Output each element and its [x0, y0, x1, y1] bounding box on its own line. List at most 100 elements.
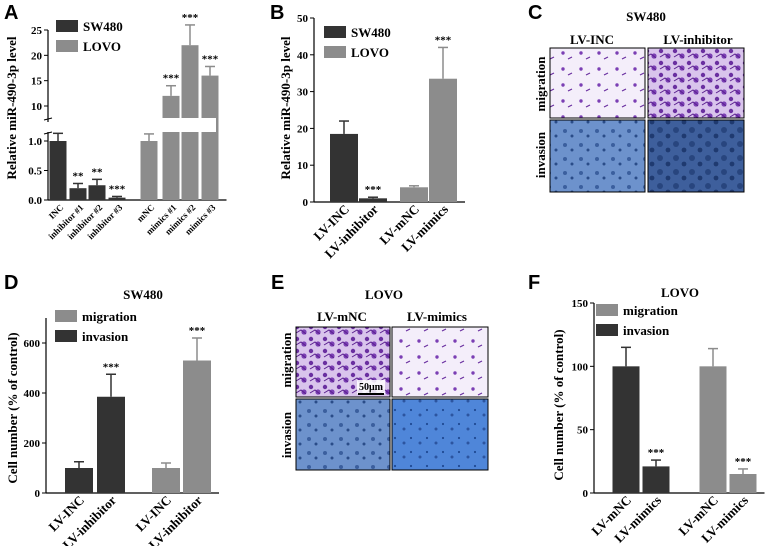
- panel-label-b: B: [270, 2, 284, 24]
- bar-a-lovo-6: [162, 95, 180, 200]
- micrograph-c-invasion-inc: [549, 119, 646, 193]
- y-tick-label-a: 1.0: [28, 136, 42, 148]
- bar-a-lovo-8: [201, 75, 219, 200]
- micrograph-e-col-header-1: LV-mNC: [317, 309, 367, 324]
- bar-a-sw480-1: [49, 141, 67, 200]
- y-axis-label-b: Relative miR-490-3p level: [278, 36, 293, 179]
- bar-f-invasion-2: [642, 466, 670, 493]
- y-tick-label-a: 0.5: [28, 166, 42, 178]
- micrograph-e-row-label-2: invasion: [279, 411, 294, 458]
- micrograph-c-col-header-2: LV-inhibitor: [663, 32, 733, 47]
- bar-a-lovo-5: [140, 141, 158, 200]
- bar-a-sw480-2: [69, 188, 87, 200]
- y-tick-label-a: 15: [31, 76, 43, 88]
- significance-a: **: [73, 170, 85, 182]
- significance-d: ***: [189, 325, 206, 337]
- legend-label-a: LOVO: [83, 39, 121, 54]
- significance-a: ***: [202, 53, 219, 65]
- panel-label-e: E: [271, 272, 284, 294]
- y-tick-label-b: 40: [297, 50, 309, 62]
- micrograph-e-invasion-mimics: [391, 398, 489, 471]
- y-tick-label-b: 50: [297, 13, 309, 25]
- y-tick-label-d: 200: [24, 438, 41, 450]
- axis-break-gap-a: [144, 118, 216, 132]
- bar-a-sw480-4: [108, 197, 126, 200]
- bar-b-sw480-1: [330, 133, 358, 202]
- y-tick-label-f: 0: [583, 488, 589, 500]
- significance-f: ***: [648, 447, 665, 459]
- y-tick-label-d: 600: [24, 338, 41, 350]
- y-tick-label-a: 20: [31, 50, 43, 62]
- legend-swatch-a: [56, 40, 78, 52]
- panel-e-title: LOVO: [365, 287, 403, 302]
- bar-b-lovo-3: [400, 187, 428, 202]
- significance-a: ***: [163, 73, 180, 85]
- bar-d-invasion-2: [97, 396, 125, 493]
- bar-f-migration-4: [729, 474, 757, 493]
- panel-d-title: SW480: [123, 287, 163, 302]
- y-tick-label-b: 0: [303, 197, 309, 209]
- y-tick-label-b: 30: [297, 87, 309, 99]
- micrograph-e-migration-mimics: [391, 326, 489, 398]
- legend-swatch-a: [56, 20, 78, 32]
- panel-f-title: LOVO: [661, 285, 699, 300]
- legend-swatch-f: [596, 304, 618, 316]
- micrograph-e-col-header-2: LV-mimics: [407, 309, 467, 324]
- micrograph-grid-e: LV-mNC LV-mimics migration invasion 50μm: [279, 309, 489, 471]
- significance-b: ***: [365, 184, 382, 196]
- bar-d-invasion-1: [65, 468, 93, 493]
- bar-d-migration-3: [152, 468, 180, 493]
- axis-break-mark-a: [43, 117, 53, 121]
- y-tick-label-b: 10: [297, 160, 309, 172]
- significance-a: ***: [182, 12, 199, 24]
- legend-label-b: SW480: [351, 25, 391, 40]
- significance-a: ***: [109, 183, 126, 195]
- legend-swatch-b: [324, 46, 346, 58]
- bar-f-invasion-1: [612, 366, 640, 493]
- micrograph-grid-c: LV-INC LV-inhibitor migration invasion: [533, 32, 745, 193]
- micrograph-c-migration-inhibitor: [647, 47, 745, 119]
- micrograph-c-row-label-2: invasion: [533, 131, 548, 178]
- panel-label-a: A: [4, 2, 18, 24]
- y-tick-label-a: 10: [31, 101, 43, 113]
- legend-label-b: LOVO: [351, 45, 389, 60]
- significance-b: ***: [435, 34, 452, 46]
- y-axis-label-f: Cell number (% of control): [551, 329, 566, 480]
- panel-c-title: SW480: [626, 9, 666, 24]
- micrograph-c-col-header-1: LV-INC: [570, 32, 614, 47]
- micrograph-e-row-label-1: migration: [279, 332, 294, 388]
- legend-label-f: migration: [623, 303, 679, 318]
- bar-d-migration-4: [183, 360, 211, 493]
- y-tick-label-f: 50: [577, 425, 589, 437]
- legend-label-d: migration: [82, 309, 138, 324]
- legend-label-f: invasion: [623, 323, 670, 338]
- y-tick-label-d: 400: [24, 388, 41, 400]
- legend-swatch-d: [55, 310, 77, 322]
- y-tick-label-f: 100: [572, 361, 589, 373]
- significance-d: ***: [103, 361, 120, 373]
- scale-bar-background: [357, 380, 385, 394]
- y-tick-label-b: 20: [297, 123, 309, 135]
- legend-label-a: SW480: [83, 19, 123, 34]
- micrograph-e-invasion-mnc: [295, 398, 391, 471]
- legend-swatch-d: [55, 330, 77, 342]
- significance-f: ***: [735, 456, 752, 468]
- y-tick-label-d: 0: [35, 488, 41, 500]
- micrograph-c-migration-inc: [549, 47, 646, 119]
- legend-swatch-b: [324, 26, 346, 38]
- legend-swatch-f: [596, 324, 618, 336]
- bar-b-sw480-2: [359, 198, 387, 202]
- y-tick-label-a: 25: [31, 25, 43, 37]
- legend-label-d: invasion: [82, 329, 129, 344]
- y-axis-label-a: Relative miR-490-3p level: [4, 36, 19, 179]
- scale-bar-label: 50μm: [359, 382, 384, 393]
- bar-f-migration-3: [699, 366, 727, 493]
- micrograph-c-row-label-1: migration: [533, 56, 548, 112]
- bar-a-sw480-3: [88, 185, 106, 200]
- panel-label-c: C: [528, 2, 542, 24]
- axis-break-mark-a: [43, 131, 53, 135]
- y-tick-label-f: 150: [572, 298, 589, 310]
- micrograph-c-invasion-inhibitor: [647, 119, 745, 193]
- panel-label-d: D: [4, 272, 18, 294]
